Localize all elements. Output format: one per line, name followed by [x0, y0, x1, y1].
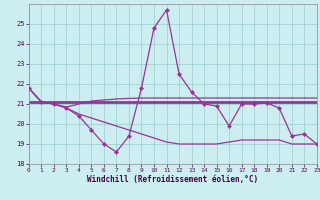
- X-axis label: Windchill (Refroidissement éolien,°C): Windchill (Refroidissement éolien,°C): [87, 175, 258, 184]
